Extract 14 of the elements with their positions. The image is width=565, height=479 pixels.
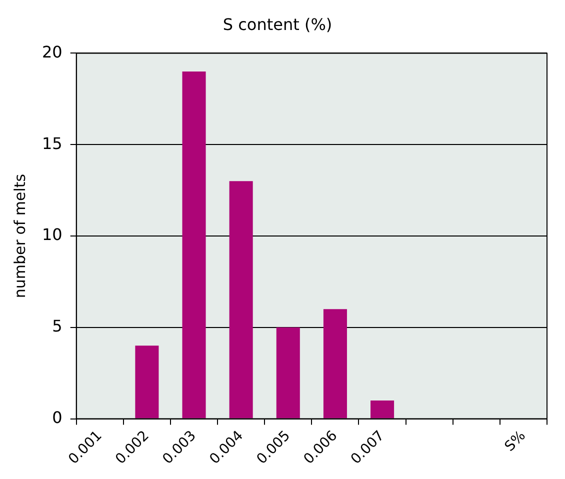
- bar: [276, 327, 300, 418]
- y-tick-label: 10: [42, 225, 62, 244]
- y-tick-label: 20: [42, 42, 62, 62]
- bar: [182, 71, 206, 418]
- chart-title: S content (%): [222, 14, 332, 34]
- y-tick-label: 15: [42, 134, 62, 153]
- x-tick-label: S%: [502, 428, 529, 455]
- y-tick-label: 0: [52, 408, 62, 427]
- bar: [229, 181, 253, 418]
- y-tick-label: 5: [52, 316, 62, 336]
- bar: [323, 309, 347, 418]
- bar: [135, 346, 159, 418]
- bar: [370, 400, 394, 418]
- y-axis-title: number of melts: [10, 174, 29, 298]
